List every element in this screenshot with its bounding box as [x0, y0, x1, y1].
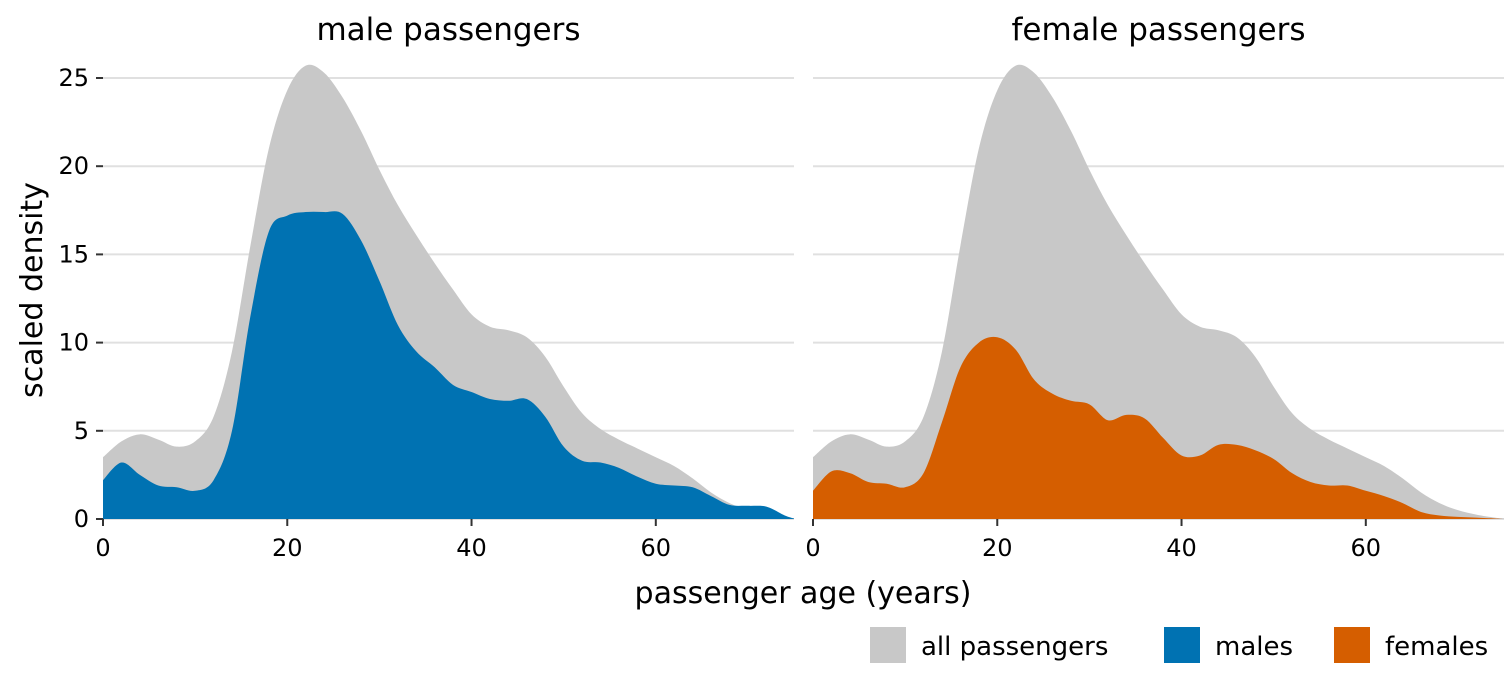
x-tick-label: 0	[805, 534, 820, 562]
females-area	[813, 336, 1504, 519]
legend-item: males	[1164, 627, 1293, 663]
y-tick-label: 20	[58, 152, 89, 180]
panel-male: male passengers 0 20 40 60 0 5 10 15 20 25	[58, 12, 794, 562]
legend-item: females	[1334, 627, 1488, 663]
x-tick-label: 20	[982, 534, 1013, 562]
legend-label: males	[1215, 632, 1293, 662]
y-tick-label: 10	[58, 329, 89, 357]
legend-swatch	[1334, 627, 1370, 663]
panel-title: female passengers	[1011, 12, 1305, 48]
y-tick-label: 5	[74, 417, 89, 445]
x-tick-label: 60	[641, 534, 672, 562]
legend-label: females	[1385, 632, 1488, 662]
x-tick-label: 60	[1351, 534, 1382, 562]
x-axis-title: passenger age (years)	[635, 576, 972, 611]
y-tick-label: 15	[58, 240, 89, 268]
y-tick-label: 0	[74, 505, 89, 533]
legend-swatch	[1164, 627, 1200, 663]
males-area	[103, 211, 794, 519]
x-tick-label: 40	[1166, 534, 1197, 562]
legend: all passengers males females	[870, 627, 1488, 663]
x-tick-label: 20	[272, 534, 303, 562]
y-tick-label: 25	[58, 64, 89, 92]
panels-layer: male passengers 0 20 40 60 0 5 10 15 20 25 female p…	[58, 12, 1504, 562]
panel-female: female passengers 0 20 40 60	[805, 12, 1504, 562]
legend-label: all passengers	[921, 632, 1108, 662]
legend-swatch	[870, 627, 906, 663]
panel-title: male passengers	[316, 12, 580, 48]
x-tick-label: 40	[456, 534, 487, 562]
x-tick-label: 0	[95, 534, 110, 562]
legend-item: all passengers	[870, 627, 1108, 663]
y-axis-title: scaled density	[15, 182, 50, 398]
